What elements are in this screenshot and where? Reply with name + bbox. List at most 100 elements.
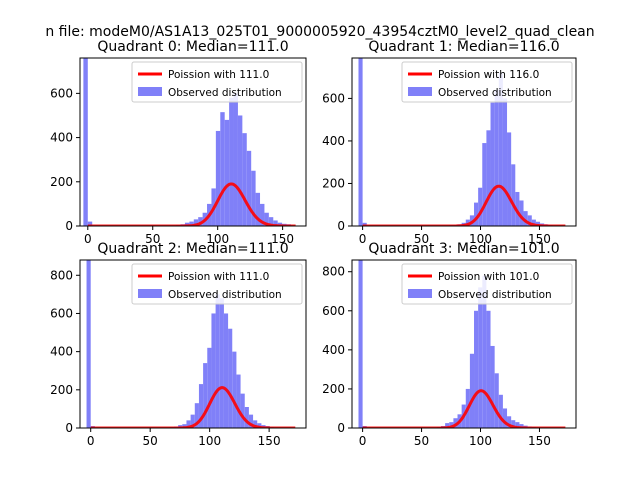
histogram-bar: [184, 222, 190, 226]
histogram-bar: [490, 345, 495, 428]
y-tick-label: 0: [65, 421, 73, 435]
legend: Poission with 101.0 Observed distribution: [401, 263, 573, 305]
subplot-grid: 0 50 100 150 0 200 400 600 Quadrant 0: Median=11…: [50, 39, 577, 448]
histogram-bar: [224, 119, 230, 226]
y-tick-label: 800: [322, 265, 345, 279]
y-tick-label: 600: [50, 86, 73, 100]
histogram-bar: [260, 203, 265, 226]
histogram-bar: [535, 221, 541, 226]
plot-area: [83, 58, 296, 226]
histogram-bar: [215, 130, 221, 226]
legend-swatch-observed: [138, 289, 162, 298]
y-tick-label: 0: [337, 219, 345, 233]
subplot-quadrant-2: 0 50 100 150 0 200 400 600 800 Quadrant 2: Median…: [50, 241, 307, 448]
x-tick-label: 0: [359, 434, 367, 448]
histogram-bar: [486, 130, 491, 226]
x-tick-label: 50: [414, 232, 429, 246]
x-tick-label: 50: [143, 434, 158, 448]
histogram-bar: [203, 363, 208, 428]
histogram-bar: [519, 200, 524, 226]
histogram-bar: [219, 298, 224, 428]
figure-suptitle: n file: modeM0/AS1A13_025T01_9000005920_…: [45, 24, 594, 40]
y-tick-label: 400: [50, 131, 73, 145]
histogram-bar: [362, 222, 367, 226]
histogram-bar: [502, 408, 508, 428]
histogram-bar: [228, 328, 233, 428]
x-tick-label: 0: [84, 232, 92, 246]
histogram-bar: [186, 420, 191, 428]
legend-label-poisson: Poission with 111.0: [168, 271, 269, 283]
histogram-bar: [511, 420, 516, 428]
histogram-bar: [531, 219, 536, 226]
histogram-bar: [474, 202, 479, 226]
histogram-bar: [255, 192, 261, 226]
histogram-bar: [490, 102, 495, 226]
x-tick-label: 50: [414, 434, 429, 448]
histogram-bar: [445, 423, 450, 428]
histogram-bar: [246, 150, 252, 226]
histogram-bar: [358, 260, 363, 428]
histogram-bar: [240, 393, 245, 428]
histogram-bar: [507, 416, 512, 428]
histogram-bar: [449, 422, 454, 428]
x-tick-label: 50: [145, 232, 160, 246]
histogram-bar: [83, 58, 88, 226]
legend: Poission with 111.0 Observed distribution: [131, 263, 303, 305]
histogram-bar: [507, 132, 512, 226]
histogram-bar: [482, 143, 487, 226]
histogram-bar: [189, 221, 194, 226]
histogram-bar: [207, 347, 212, 428]
x-tick-label: 100: [469, 232, 492, 246]
legend-swatch-observed: [408, 289, 432, 298]
y-tick-label: 200: [50, 383, 73, 397]
axes-frame: [79, 57, 307, 227]
legend: Poission with 116.0 Observed distribution: [401, 61, 573, 103]
histogram-bar: [190, 414, 195, 428]
x-tick-label: 150: [528, 434, 551, 448]
histogram-bar: [486, 310, 491, 428]
legend-box: [131, 61, 303, 103]
subplot-title: Quadrant 1: Median=116.0: [368, 39, 559, 55]
histogram-bar: [469, 353, 475, 428]
histogram-bar: [523, 211, 528, 226]
histogram-bar: [244, 407, 249, 428]
histogram-bar: [237, 115, 243, 226]
histogram-bar: [478, 287, 483, 428]
histogram-bar: [193, 219, 199, 226]
y-tick-label: 200: [322, 382, 345, 396]
histogram-bar: [502, 98, 508, 226]
subplot-quadrant-0: 0 50 100 150 0 200 400 600 Quadrant 0: Median=11…: [50, 39, 307, 246]
histogram-bar: [527, 215, 532, 226]
y-tick-label: 800: [50, 268, 73, 282]
histogram-bar: [233, 93, 238, 226]
x-tick-label: 150: [271, 232, 294, 246]
histogram-bar: [198, 384, 204, 428]
histogram-bar: [257, 423, 262, 428]
histogram-bar: [86, 260, 91, 428]
histogram-bar: [453, 418, 458, 428]
histogram-bar: [273, 220, 278, 226]
histogram-bar: [248, 414, 254, 428]
legend-label-observed: Observed distribution: [168, 87, 282, 99]
histogram-bar: [242, 133, 247, 226]
y-tick-label: 400: [50, 345, 73, 359]
y-tick-label: 400: [322, 343, 345, 357]
histogram-bar: [494, 89, 499, 226]
legend-label-observed: Observed distribution: [438, 87, 552, 99]
legend-label-poisson: Poission with 116.0: [438, 69, 539, 81]
histogram-bar: [236, 374, 241, 428]
x-tick-label: 100: [198, 434, 221, 448]
y-tick-label: 0: [65, 219, 73, 233]
histogram-bar: [474, 310, 479, 428]
y-tick-label: 600: [50, 306, 73, 320]
histogram-bar: [478, 187, 483, 226]
subplot-title: Quadrant 2: Median=111.0: [97, 241, 288, 257]
histogram-bar: [264, 212, 269, 226]
y-tick-label: 600: [322, 91, 345, 105]
x-tick-label: 0: [359, 232, 367, 246]
legend-swatch-observed: [138, 87, 162, 96]
histogram-bar: [358, 58, 363, 226]
plot-area: [358, 58, 566, 226]
subplot-title: Quadrant 0: Median=111.0: [97, 39, 288, 55]
